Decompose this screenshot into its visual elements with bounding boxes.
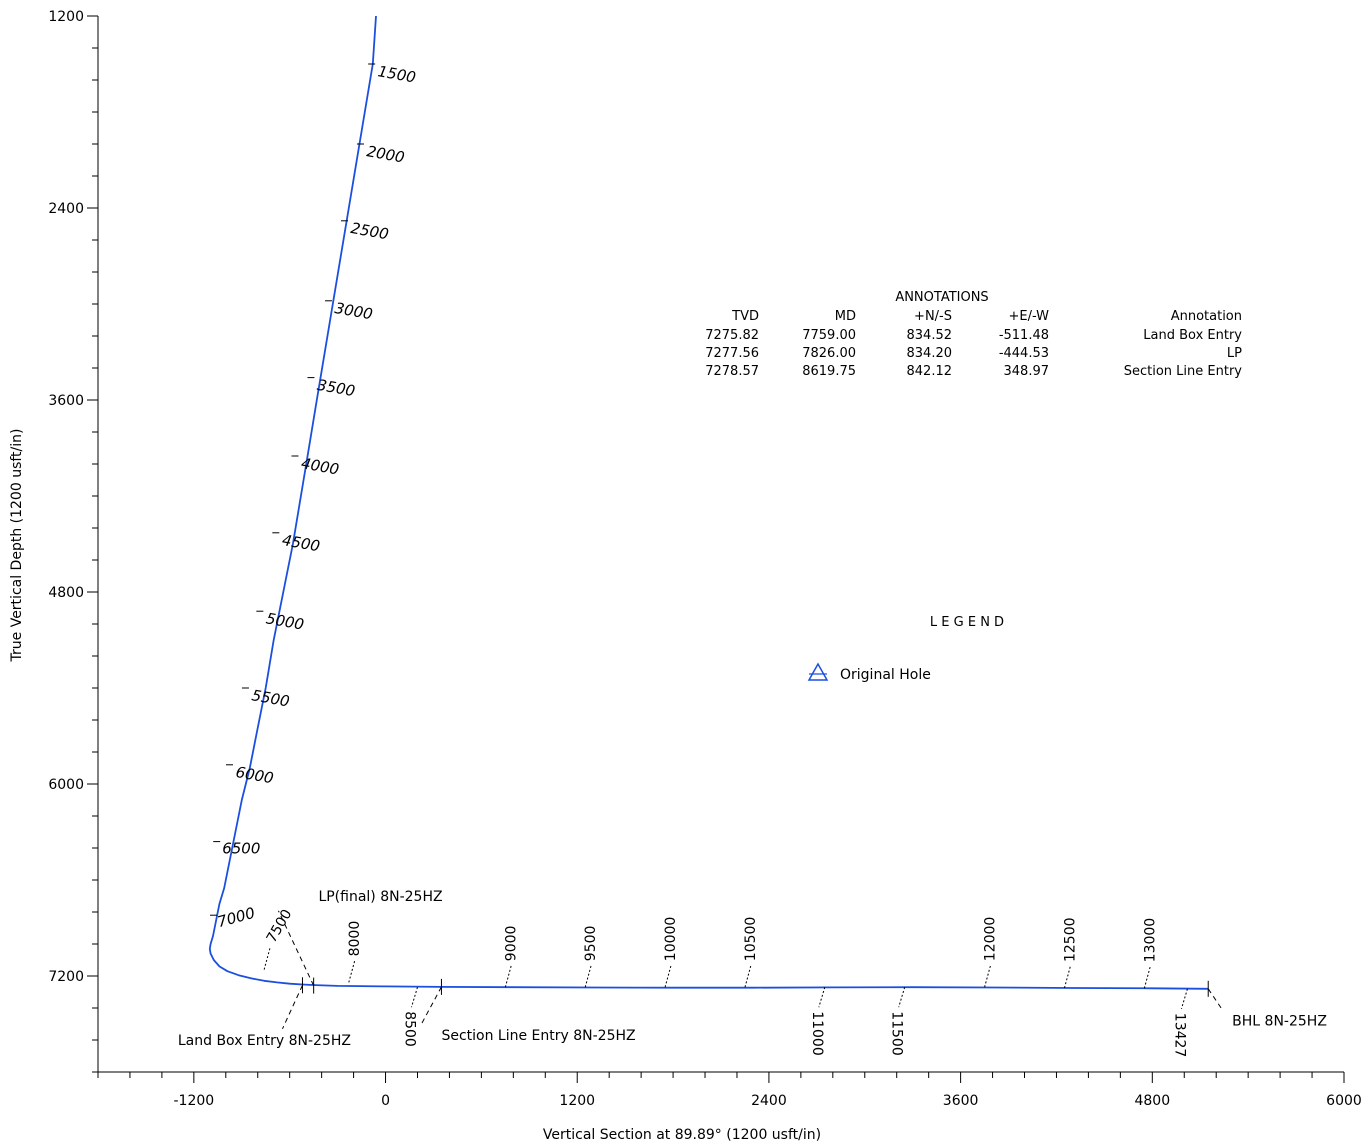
md-marks: 1500 2000 2500 3000 3500 4000 4500 5000 5500 6000… (210, 62, 1188, 1058)
md-label: 6500 (222, 840, 260, 858)
md-label: 12000 (983, 917, 999, 962)
annotations-cell: 7278.57 (705, 364, 759, 379)
md-leader (664, 965, 672, 988)
md-label: 10500 (743, 917, 759, 962)
annotations-cell: 7275.82 (705, 328, 759, 343)
md-label: 10000 (663, 917, 679, 962)
annotation-label: BHL 8N-25HZ (1232, 1014, 1327, 1030)
annotations-cell: 834.20 (907, 346, 953, 361)
annotations-cell: 348.97 (1004, 364, 1050, 379)
x-tick-label: 4800 (1134, 1093, 1170, 1109)
md-label: 4000 (300, 454, 341, 478)
annotations-cell: LP (1227, 346, 1242, 361)
md-label: 4500 (281, 531, 322, 555)
annotations-cell: 7759.00 (802, 328, 856, 343)
md-label: 13000 (1142, 918, 1158, 963)
axes (97, 16, 1344, 1073)
md-leader (348, 960, 356, 983)
x-tick-label: 3600 (943, 1093, 979, 1109)
md-label: 2500 (349, 219, 390, 243)
series-line-original-hole (208, 15, 1209, 990)
annotations-header: MD (835, 309, 856, 324)
y-tick-label: 4800 (48, 585, 84, 601)
x-tick-label: -1200 (174, 1093, 215, 1109)
annotation-leader (277, 910, 315, 986)
y-tick-label: 7200 (48, 969, 84, 985)
md-label: 8000 (347, 921, 363, 957)
x-axis-label: Vertical Section at 89.89° (1200 usft/in… (543, 1127, 821, 1143)
annotations-cell: 8619.75 (802, 364, 856, 379)
md-label: 11000 (809, 1011, 825, 1056)
annotations-header: Annotation (1171, 309, 1242, 324)
y-tick-label: 6000 (48, 777, 84, 793)
md-leader (984, 965, 992, 988)
md-label: 3500 (316, 376, 357, 400)
annotations-cell: 7826.00 (802, 346, 856, 361)
triangle-icon (807, 662, 829, 681)
y-tick-label: 2400 (48, 201, 84, 217)
annotation-label: LP(final) 8N-25HZ (318, 889, 442, 905)
x-tick-label: 2400 (751, 1093, 787, 1109)
md-leader (898, 987, 906, 1008)
annotations-cell: 7277.56 (705, 346, 759, 361)
annotations-cell: -444.53 (999, 346, 1049, 361)
md-leader (818, 987, 826, 1008)
legend-entry-original-hole: Original Hole (807, 662, 931, 683)
y-axis-label: True Vertical Depth (1200 usft/in) (9, 429, 25, 663)
annotations-header: +N/-S (914, 309, 952, 324)
md-label: 6000 (234, 763, 275, 787)
md-label: 3000 (333, 299, 374, 323)
legend-title: L E G E N D (930, 615, 1004, 630)
annotations-cell: 834.52 (907, 328, 953, 343)
annotation-leader (421, 986, 442, 1025)
md-leader (411, 987, 418, 1008)
annotation-leader (282, 985, 303, 1030)
trajectory (208, 15, 1209, 990)
md-leader (1063, 965, 1071, 989)
annotation-leader (1207, 988, 1223, 1010)
md-label: 5500 (250, 686, 291, 710)
annotations-header: TVD (731, 309, 759, 324)
annotations-title: ANNOTATIONS (895, 290, 988, 305)
annotations-table: ANNOTATIONS TVD MD +N/-S +E/-W Annotation 727… (705, 290, 1242, 379)
legend-label: Original Hole (840, 667, 931, 683)
annotations-cell: -511.48 (999, 328, 1049, 343)
md-label: 13427 (1171, 1013, 1187, 1058)
md-leader (744, 965, 752, 988)
x-tick-label: 6000 (1326, 1093, 1362, 1109)
annotation-label: Land Box Entry 8N-25HZ (178, 1033, 351, 1049)
md-label: 1500 (376, 62, 417, 86)
md-label: 9500 (583, 926, 599, 962)
md-label: 11500 (889, 1011, 905, 1056)
annotations-cell: Land Box Entry (1143, 328, 1242, 343)
md-label: 8500 (401, 1011, 417, 1047)
x-tick-label: 1200 (559, 1093, 595, 1109)
md-label: 7500 (264, 907, 296, 946)
md-label: 2000 (365, 142, 406, 166)
ticks: 1200 2400 3600 4800 6000 7200 -1200 0 1200 2400 36… (48, 9, 1361, 1109)
x-tick-label: 0 (381, 1093, 390, 1109)
legend: L E G E N D Original Hole (807, 615, 1004, 683)
annotations-cell: Section Line Entry (1124, 364, 1243, 379)
md-leader (584, 965, 592, 988)
annotation-label: Section Line Entry 8N-25HZ (441, 1028, 635, 1044)
md-leader (263, 947, 271, 970)
md-label: 7000 (215, 904, 257, 931)
md-leader (1143, 966, 1151, 989)
annotations-cell: 842.12 (907, 364, 953, 379)
point-annotations: LP(final) 8N-25HZ Land Box Entry 8N-25HZ S… (178, 889, 1327, 1049)
md-label: 12500 (1062, 917, 1078, 962)
md-leader (504, 965, 512, 988)
y-tick-label: 3600 (48, 393, 84, 409)
md-label: 9000 (503, 926, 519, 962)
y-tick-label: 1200 (48, 9, 84, 25)
md-leader (1180, 988, 1188, 1009)
md-label: 5000 (265, 609, 306, 633)
annotations-header: +E/-W (1008, 309, 1049, 324)
